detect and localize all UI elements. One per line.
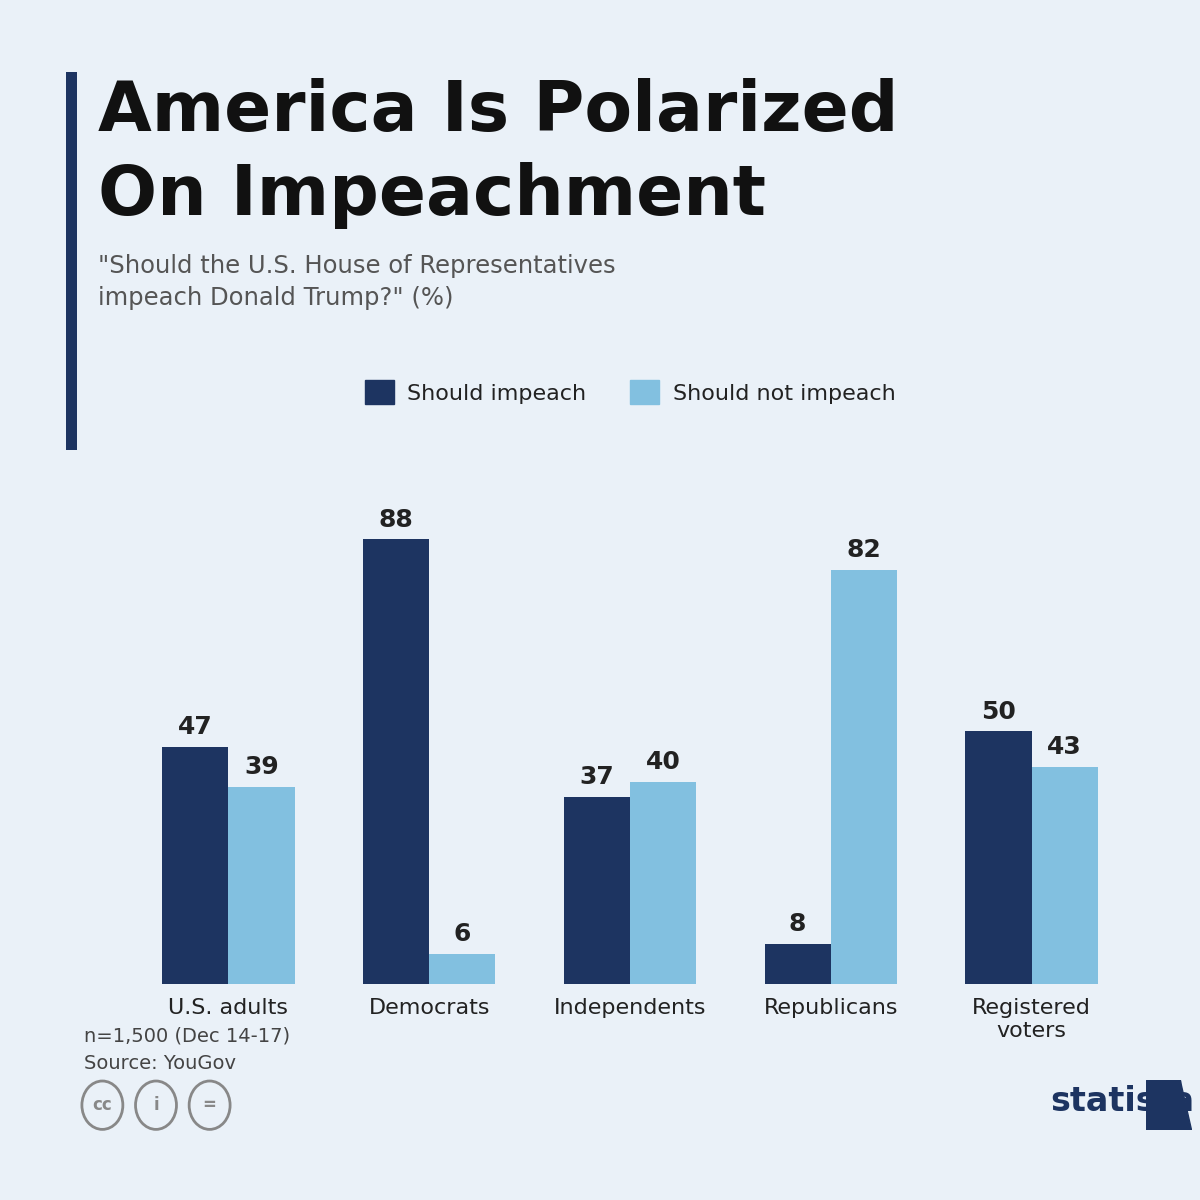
- Text: 43: 43: [1048, 736, 1082, 760]
- Text: "Should the U.S. House of Representatives: "Should the U.S. House of Representative…: [98, 254, 616, 278]
- Bar: [564, 797, 630, 984]
- Legend: Should impeach, Should not impeach: Should impeach, Should not impeach: [355, 371, 905, 413]
- Text: 37: 37: [580, 766, 614, 790]
- Bar: [965, 731, 1032, 984]
- Text: 39: 39: [245, 755, 278, 779]
- Text: 50: 50: [980, 700, 1016, 724]
- Polygon shape: [1180, 1080, 1192, 1130]
- Text: 47: 47: [178, 715, 212, 739]
- Bar: [764, 943, 830, 984]
- Bar: [1146, 1080, 1180, 1130]
- Text: 40: 40: [646, 750, 680, 774]
- Bar: [1032, 767, 1098, 984]
- Bar: [630, 782, 696, 984]
- Text: impeach Donald Trump?" (%): impeach Donald Trump?" (%): [98, 286, 454, 310]
- Bar: [162, 746, 228, 984]
- Text: i: i: [154, 1097, 158, 1114]
- Text: 88: 88: [379, 508, 414, 532]
- Text: 8: 8: [788, 912, 806, 936]
- Text: =: =: [203, 1097, 216, 1114]
- Text: 6: 6: [454, 922, 472, 946]
- Bar: [830, 570, 898, 984]
- Text: On Impeachment: On Impeachment: [98, 162, 767, 229]
- Bar: [430, 954, 496, 984]
- Text: America Is Polarized: America Is Polarized: [98, 78, 899, 145]
- Text: 82: 82: [846, 538, 881, 562]
- Text: n=1,500 (Dec 14-17): n=1,500 (Dec 14-17): [84, 1026, 290, 1045]
- Text: cc: cc: [92, 1097, 113, 1114]
- Bar: [228, 787, 295, 984]
- Text: Source: YouGov: Source: YouGov: [84, 1054, 236, 1073]
- Bar: [362, 539, 430, 984]
- Text: statista: statista: [1050, 1085, 1194, 1118]
